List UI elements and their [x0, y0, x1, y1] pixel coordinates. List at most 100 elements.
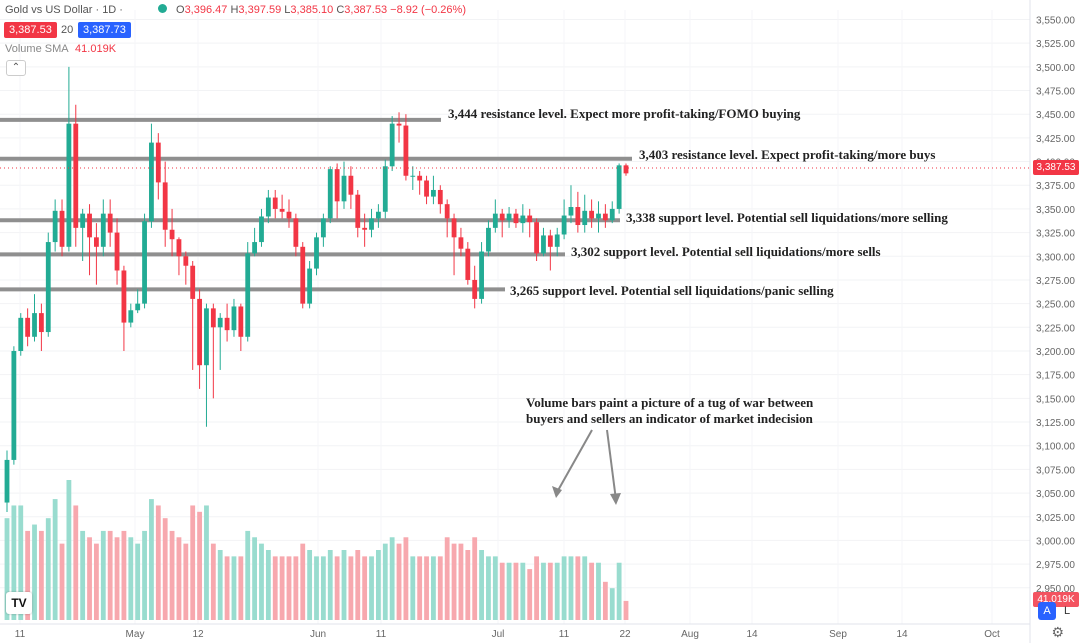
- volume-bar: [513, 562, 519, 620]
- annotation-support-3338: 3,338 support level. Potential sell liqu…: [626, 210, 948, 225]
- candle-body: [382, 166, 388, 212]
- candle-body: [465, 248, 471, 280]
- annotation-volume-note-line1: Volume bars paint a picture of a tug of …: [526, 395, 814, 410]
- volume-bar: [73, 505, 79, 620]
- chevron-up-icon[interactable]: ⌃: [6, 60, 26, 76]
- volume-bar: [479, 550, 484, 620]
- candle-body: [437, 189, 443, 205]
- volume-bar: [486, 556, 491, 620]
- volume-bar: [334, 556, 340, 620]
- candle-body: [38, 313, 44, 333]
- candle-body: [279, 208, 285, 212]
- price-tick-label: 3,300.00: [1036, 252, 1075, 263]
- candle-body: [403, 125, 409, 176]
- candle-body: [224, 317, 230, 331]
- candle-body: [100, 213, 106, 247]
- volume-bar: [190, 505, 196, 620]
- volume-bar: [431, 556, 436, 620]
- candle-body: [561, 215, 567, 235]
- annotation-arrows: [552, 429, 621, 505]
- volume-bar: [410, 556, 416, 620]
- volume-bar: [4, 518, 10, 620]
- time-tick-label: Jun: [310, 629, 326, 640]
- volume-bar: [527, 569, 533, 620]
- volume-bar: [424, 556, 429, 620]
- volume-bar: [575, 556, 581, 620]
- candle-body: [314, 237, 319, 269]
- gear-icon[interactable]: ⚙: [1051, 624, 1064, 640]
- volume-bar: [307, 550, 313, 620]
- volume-bar: [451, 543, 457, 620]
- candle-body: [534, 222, 539, 254]
- volume-bar: [616, 562, 622, 620]
- volume-bar: [554, 562, 560, 620]
- volume-bar: [520, 562, 526, 620]
- volume-label[interactable]: Volume SMA: [5, 43, 68, 55]
- symbol-title[interactable]: Gold vs US Dollar · 1D ·: [5, 4, 123, 16]
- volume-bar: [320, 556, 326, 620]
- auto-scale-button[interactable]: A: [1038, 602, 1056, 620]
- volume-bar: [492, 556, 498, 620]
- price-tick-label: 3,500.00: [1036, 63, 1075, 74]
- log-scale-button[interactable]: L: [1063, 605, 1071, 617]
- volume-bar: [66, 480, 72, 620]
- volume-bar: [162, 518, 168, 620]
- candle-body: [272, 197, 278, 209]
- volume-bar: [107, 530, 113, 620]
- candle-body: [623, 165, 629, 174]
- time-tick-label: 11: [559, 629, 570, 640]
- candle-body: [121, 270, 127, 323]
- candle-body: [155, 142, 161, 183]
- time-tick-label: 22: [619, 629, 631, 640]
- volume-bar: [369, 556, 374, 620]
- time-tick-label: 14: [746, 629, 758, 640]
- volume-bar: [362, 556, 368, 620]
- price-axis[interactable]: 3,550.00 3,525.00 3,500.00 3,475.00 3,450.00…: [1036, 15, 1075, 594]
- volume-bar: [38, 530, 44, 620]
- volume-bar: [149, 499, 154, 620]
- candle-body: [431, 189, 436, 197]
- candle-body: [417, 175, 423, 181]
- candle-body: [348, 175, 354, 195]
- candle-body: [162, 182, 168, 230]
- candle-body: [451, 218, 457, 238]
- candle-body: [197, 298, 202, 366]
- volume-bar: [25, 530, 31, 620]
- price-tick-label: 3,525.00: [1036, 39, 1075, 50]
- annotation-support-3302: 3,302 support level. Potential sell liqu…: [571, 244, 881, 259]
- price-tick-label: 3,075.00: [1036, 465, 1075, 476]
- volume-bar: [259, 543, 264, 620]
- candle-body: [355, 194, 361, 228]
- volume-bar: [582, 556, 588, 620]
- volume-bar: [589, 562, 595, 620]
- candle-body: [73, 123, 79, 228]
- annotation-support-3265: 3,265 support level. Potential sell liqu…: [510, 283, 834, 298]
- candle-body: [176, 239, 182, 257]
- volume-bar: [11, 505, 17, 620]
- price-tick-label: 2,950.00: [1036, 584, 1075, 595]
- bid-button[interactable]: 3,387.53: [4, 22, 57, 38]
- volume-bar: [547, 562, 553, 620]
- time-tick-label: 11: [15, 629, 26, 640]
- volume-bar: [32, 524, 37, 620]
- candle-body: [527, 215, 533, 223]
- price-tick-label: 3,475.00: [1036, 87, 1075, 98]
- volume-bar: [245, 530, 251, 620]
- volume-bar: [348, 556, 354, 620]
- ask-button[interactable]: 3,387.73: [78, 22, 131, 38]
- candle-body: [265, 197, 271, 217]
- candle-body: [616, 165, 622, 209]
- price-tick-label: 3,550.00: [1036, 15, 1075, 26]
- candle-body: [52, 210, 58, 243]
- volume-bar: [252, 537, 258, 620]
- candle-body: [45, 242, 51, 333]
- volume-bar: [286, 556, 292, 620]
- candle-body: [94, 237, 99, 247]
- time-axis[interactable]: 11 May 12 Jun 11 Jul 11 22 Aug 14 Sep 14 Oct: [15, 629, 1000, 640]
- price-tick-label: 3,375.00: [1036, 181, 1075, 192]
- candle-body: [486, 227, 491, 252]
- price-tick-label: 3,175.00: [1036, 371, 1075, 382]
- price-tick-label: 3,425.00: [1036, 134, 1075, 145]
- volume-bar: [506, 562, 512, 620]
